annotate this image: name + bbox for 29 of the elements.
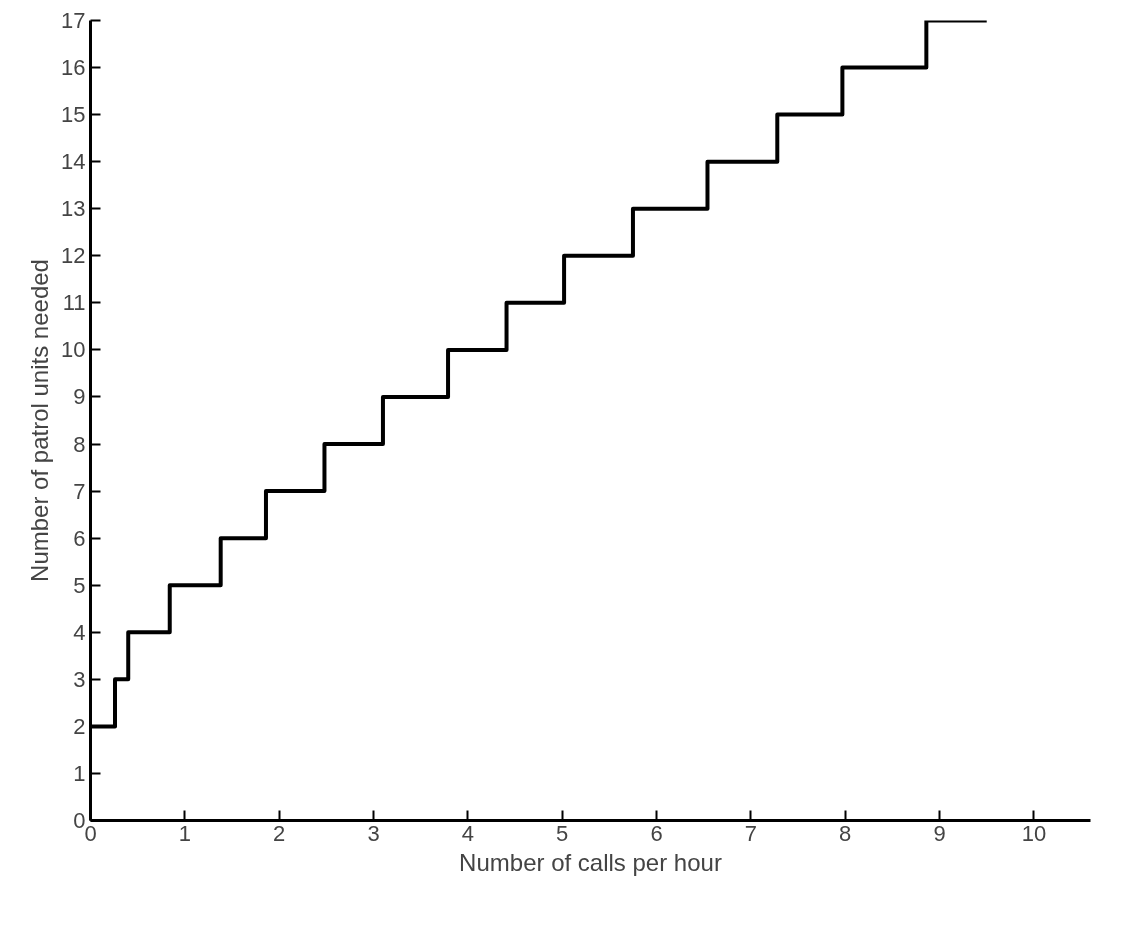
y-tick-label: 8 [73, 431, 86, 457]
y-tick-label: 3 [73, 666, 86, 692]
y-tick-label: 2 [73, 713, 86, 739]
x-tick-label: 10 [1021, 820, 1047, 846]
x-tick-label: 4 [461, 820, 474, 846]
x-tick-label: 1 [178, 820, 191, 846]
x-tick-label: 8 [839, 820, 852, 846]
y-tick-label: 12 [61, 243, 86, 269]
y-axis-title: Number of patrol units needed [26, 259, 54, 582]
y-tick-label: 17 [61, 8, 86, 33]
y-tick-label: 10 [61, 337, 86, 363]
x-tick-label: 3 [367, 820, 380, 846]
x-tick-label: 5 [556, 820, 569, 846]
x-axis-title: Number of calls per hour [459, 848, 722, 876]
y-tick-label: 7 [73, 478, 86, 504]
y-tick-label: 5 [73, 572, 86, 598]
x-tick-label: 6 [650, 820, 663, 846]
y-tick-label: 14 [61, 149, 86, 175]
x-tick-label: 2 [273, 820, 286, 846]
y-tick-label: 4 [73, 619, 86, 645]
y-tick-label: 15 [61, 102, 86, 128]
y-tick-label: 16 [61, 55, 86, 81]
y-tick-label: 6 [73, 525, 86, 551]
x-tick-label: 9 [933, 820, 946, 846]
x-tick-label: 7 [744, 820, 758, 846]
y-tick-label: 1 [73, 760, 86, 786]
y-tick-label: 9 [73, 384, 86, 410]
y-tick-label: 11 [62, 290, 86, 316]
y-tick-label: 13 [61, 196, 86, 222]
